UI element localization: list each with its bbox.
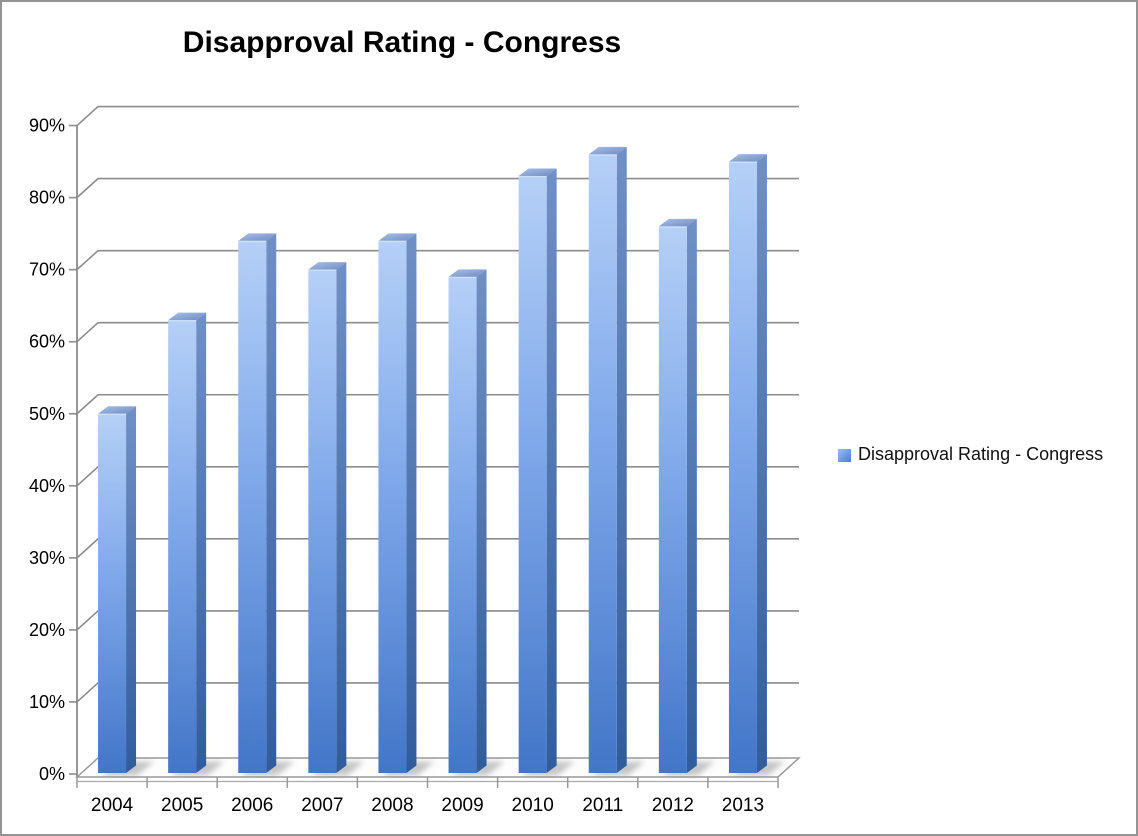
x-axis-label-2005: 2005 <box>161 795 203 816</box>
y-tick-label: 90% <box>29 116 65 136</box>
x-axis-label-2011: 2011 <box>582 795 623 816</box>
y-tick-label: 40% <box>29 476 65 496</box>
gridline <box>76 610 799 631</box>
y-tick-label: 60% <box>29 332 65 352</box>
y-tick-label: 20% <box>29 620 65 640</box>
bar-side-2006 <box>266 233 277 773</box>
bar-2013 <box>728 161 757 773</box>
bar-side-2011 <box>616 146 627 773</box>
bar-2005 <box>168 320 197 773</box>
bar-side-2012 <box>686 218 697 774</box>
bar-top-2012 <box>658 218 697 227</box>
bar-top-2006 <box>238 233 277 241</box>
bar-side-2004 <box>126 406 137 773</box>
bar-top-2009 <box>448 269 487 277</box>
bar-2010 <box>518 175 547 774</box>
x-axis-label-2006: 2006 <box>231 795 273 816</box>
bar-2007 <box>308 269 337 773</box>
y-tick-label: 50% <box>29 404 65 424</box>
y-tick-label: 10% <box>29 692 65 712</box>
bar-side-2010 <box>546 168 557 774</box>
y-tick-label: 0% <box>39 764 65 784</box>
bar-2004 <box>98 413 127 773</box>
y-tick-label: 70% <box>29 260 65 280</box>
x-axis-label-2013: 2013 <box>722 795 764 816</box>
gridline <box>76 538 799 559</box>
gridline <box>76 393 799 415</box>
bar-side-2007 <box>336 262 347 773</box>
bar-2012 <box>658 226 687 774</box>
bar-top-2011 <box>588 146 627 155</box>
gridline <box>76 249 799 271</box>
x-axis-label-2004: 2004 <box>91 795 134 816</box>
bar-2006 <box>238 240 267 773</box>
x-axis-label-2009: 2009 <box>441 795 483 816</box>
bar-side-2005 <box>196 312 207 773</box>
gridline <box>76 177 799 199</box>
bar-2008 <box>378 240 407 773</box>
bar-top-2007 <box>308 262 347 270</box>
bar-side-2013 <box>756 154 767 773</box>
legend-label: Disapproval Rating - Congress <box>858 444 1104 464</box>
gridline <box>76 321 799 343</box>
bar-top-2008 <box>378 233 417 241</box>
x-axis-label-2010: 2010 <box>512 795 554 816</box>
gridline <box>76 682 799 703</box>
x-axis-label-2012: 2012 <box>652 795 694 816</box>
legend: Disapproval Rating - Congress <box>838 444 1103 465</box>
x-axis-label-2007: 2007 <box>301 795 343 816</box>
bar-2009 <box>448 276 477 773</box>
y-tick-label: 80% <box>29 188 65 208</box>
bar-side-2009 <box>476 269 487 773</box>
gridline <box>76 105 799 127</box>
bar-top-2004 <box>98 406 137 414</box>
x-axis-label-2008: 2008 <box>371 795 413 816</box>
bar-top-2013 <box>728 154 767 162</box>
bar-top-2005 <box>168 312 207 321</box>
gridline <box>76 466 799 487</box>
bar-side-2008 <box>406 233 417 773</box>
chart-title: Disapproval Rating - Congress <box>182 26 622 59</box>
bar-2011 <box>588 154 617 773</box>
bar-top-2010 <box>518 168 557 176</box>
legend-swatch-icon <box>838 448 851 462</box>
y-tick-label: 30% <box>29 548 65 568</box>
